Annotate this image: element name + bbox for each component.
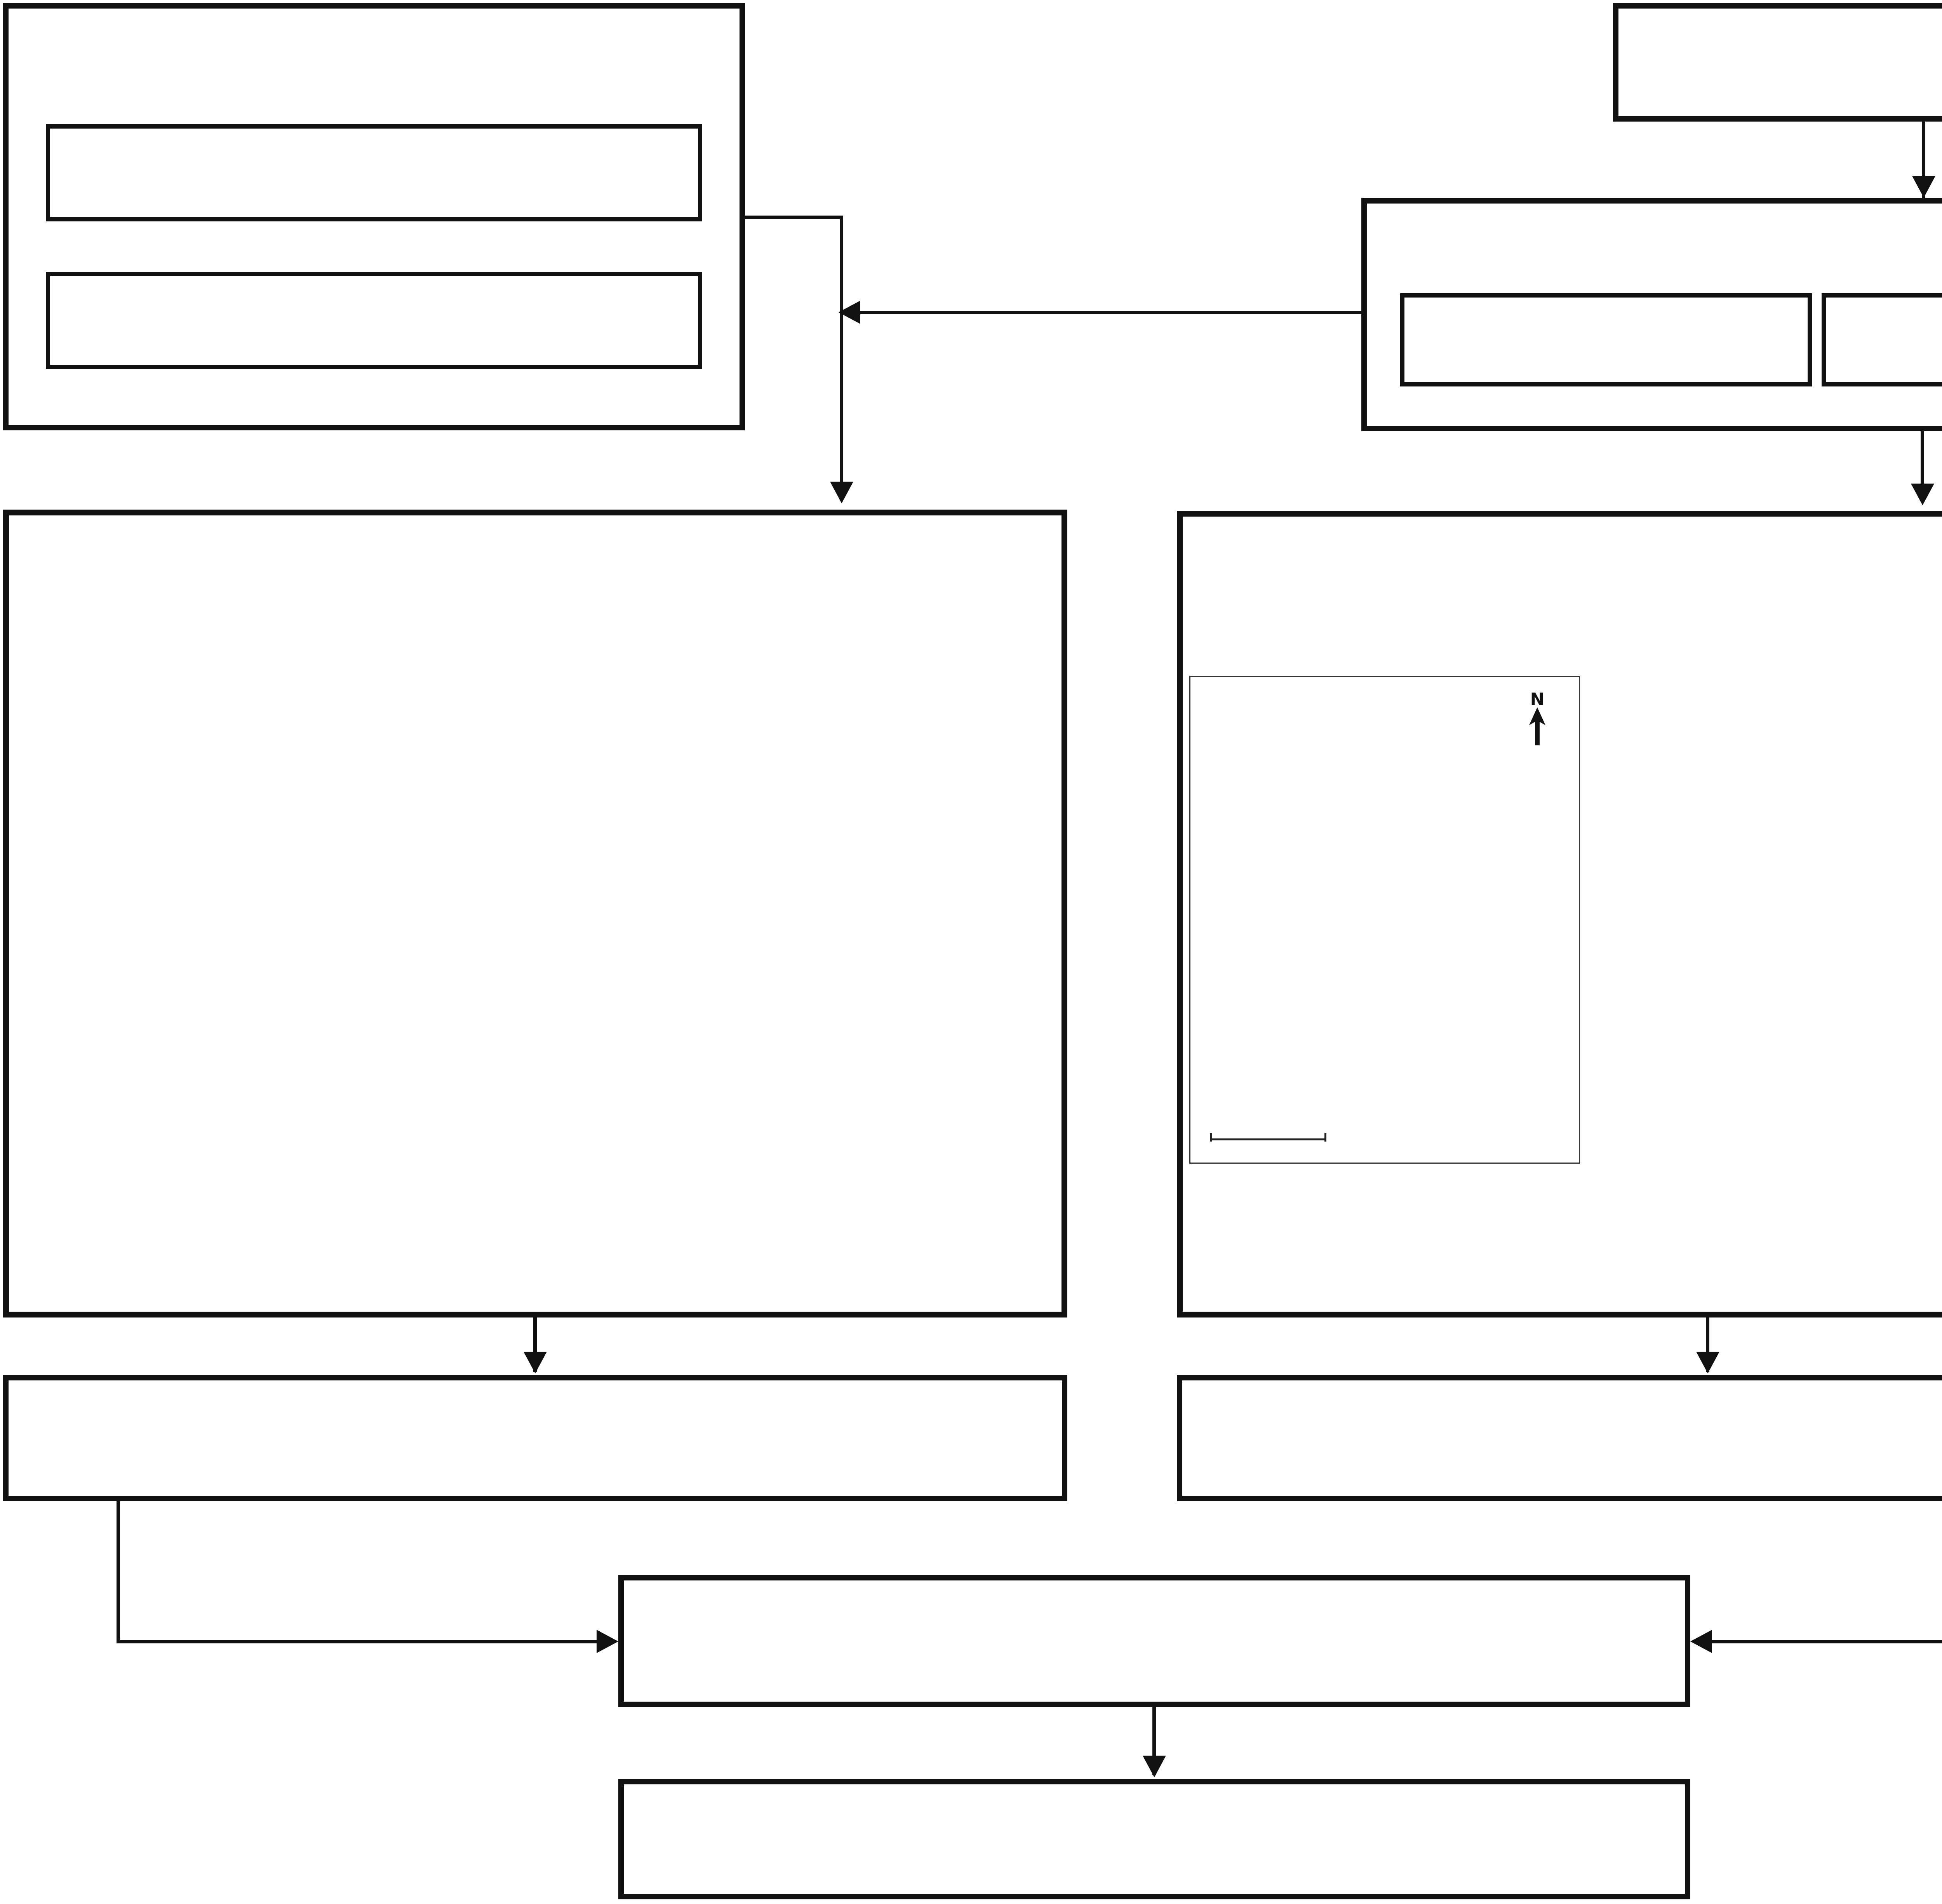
edge-eval-to-mcr-vertical: [117, 1500, 120, 1642]
arrowhead-rsgis-to-preprocess: [1912, 176, 1935, 198]
arrowhead-habitat-to-eval: [524, 1352, 547, 1373]
edge-preprocess-to-resistance: [1921, 431, 1924, 486]
node-mcr-model[interactable]: [618, 1575, 1690, 1707]
map-scale-bar: [1206, 1124, 1334, 1149]
arrowhead-fieldsurvey-to-habitat: [830, 482, 853, 503]
edge-surface-to-mcr-horizontal: [1712, 1640, 1942, 1643]
arrowhead-resistance-to-surface: [1696, 1352, 1719, 1373]
edge-eval-to-mcr-horizontal: [117, 1640, 598, 1643]
edge-habitat-to-eval: [533, 1317, 537, 1372]
node-habitat-eval[interactable]: [3, 1375, 1067, 1501]
node-resistance-surface[interactable]: [1177, 1375, 1942, 1501]
svg-text:N: N: [1530, 689, 1545, 709]
edge-fieldsurvey-down: [840, 216, 843, 484]
edge-resistance-to-surface: [1706, 1317, 1709, 1372]
field-survey-child-1[interactable]: [46, 272, 702, 369]
arrowhead-surface-to-mcr: [1690, 1630, 1712, 1653]
tianjin-landuse-map: N: [1189, 676, 1580, 1164]
edge-mcr-to-final: [1152, 1707, 1156, 1775]
field-survey-child-0[interactable]: [46, 124, 702, 221]
node-final-output[interactable]: [618, 1779, 1690, 1899]
map-graphic: [1190, 677, 1579, 1163]
arrowhead-preprocess-to-resistance: [1911, 484, 1934, 505]
node-habitat-factors-container: [3, 510, 1067, 1317]
edge-rsgis-to-preprocess: [1922, 122, 1925, 199]
preprocess-child-1[interactable]: [1822, 293, 1942, 386]
north-arrow-icon: N: [1529, 689, 1545, 745]
map-legend: [1423, 926, 1425, 927]
gis-layer-stack-illustration: [37, 645, 410, 1305]
preprocess-child-0[interactable]: [1400, 293, 1812, 386]
node-rs-gis[interactable]: [1613, 3, 1942, 122]
edge-fieldsurvey-stub-right: [742, 216, 843, 219]
arrowhead-eval-to-mcr: [597, 1630, 618, 1653]
edge-preprocess-to-fieldsurvey: [860, 311, 1363, 314]
arrowhead-mcr-to-final: [1143, 1756, 1166, 1777]
